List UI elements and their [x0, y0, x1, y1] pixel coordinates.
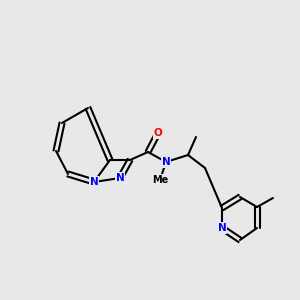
- Text: O: O: [154, 128, 162, 138]
- Text: Me: Me: [152, 175, 168, 185]
- Text: N: N: [162, 157, 170, 167]
- Text: N: N: [116, 173, 124, 183]
- Text: N: N: [90, 177, 98, 187]
- Text: N: N: [218, 223, 226, 233]
